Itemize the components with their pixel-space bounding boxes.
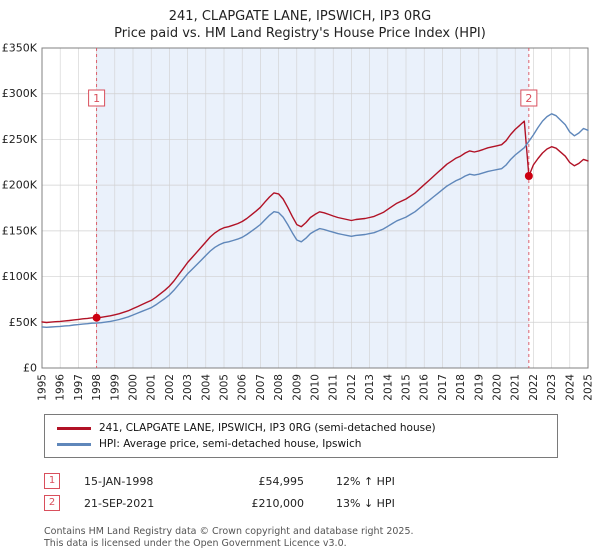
x-tick-label: 2021 [510, 374, 522, 401]
sale-marker-label: 2 [525, 92, 532, 105]
legend-item-hpi: HPI: Average price, semi-detached house,… [53, 436, 549, 452]
attribution-line-2: This data is licensed under the Open Gov… [44, 538, 347, 549]
x-tick-label: 2010 [310, 374, 322, 401]
legend-item-property: 241, CLAPGATE LANE, IPSWICH, IP3 0RG (se… [53, 420, 549, 436]
hpi-line-swatch [57, 442, 91, 446]
sale-1-price: £54,995 [258, 474, 305, 488]
sale-point-dot [92, 313, 101, 322]
x-tick-label: 2006 [237, 374, 249, 401]
legend-label-hpi: HPI: Average price, semi-detached house,… [99, 438, 362, 450]
hpi-line [41, 113, 589, 328]
y-tick-label: £100K [2, 270, 38, 283]
x-tick-label: 2020 [492, 374, 504, 401]
x-tick-label: 2005 [219, 374, 231, 401]
attribution-line-1: Contains HM Land Registry data © Crown c… [44, 526, 414, 537]
chart-legend: 241, CLAPGATE LANE, IPSWICH, IP3 0RG (se… [44, 414, 558, 458]
legend-label-property: 241, CLAPGATE LANE, IPSWICH, IP3 0RG (se… [99, 422, 436, 434]
y-tick-label: £0 [23, 362, 37, 375]
y-tick-label: £200K [2, 179, 38, 192]
x-tick-label: 2023 [546, 374, 558, 401]
y-tick-label: £250K [2, 133, 38, 146]
sale-row-2: 2 21-SEP-2021 £210,000 13% ↓ HPI [44, 492, 600, 514]
sale-row-1: 1 15-JAN-1998 £54,995 12% ↑ HPI [44, 470, 600, 492]
x-tick-label: 1995 [37, 374, 49, 401]
ownership-period-shade [96, 48, 529, 368]
sales-table: 1 15-JAN-1998 £54,995 12% ↑ HPI 2 21-SEP… [44, 470, 600, 514]
x-tick-label: 2013 [364, 374, 376, 401]
y-tick-label: £50K [9, 316, 38, 329]
sale-marker-box [520, 89, 538, 107]
x-tick-label: 1999 [109, 374, 121, 401]
x-tick-label: 2016 [419, 374, 431, 401]
x-tick-label: 2007 [255, 374, 267, 401]
x-tick-label: 1998 [91, 374, 103, 401]
property-price-line [41, 120, 589, 324]
sale-point-dot [524, 172, 533, 180]
x-tick-label: 2004 [200, 374, 212, 401]
x-tick-label: 2015 [401, 374, 413, 401]
sale-1-marker-number: 1 [44, 473, 60, 489]
x-tick-label: 1997 [73, 374, 85, 401]
sale-1-date: 15-JAN-1998 [84, 474, 154, 488]
x-tick-label: 2018 [455, 374, 467, 401]
chart-subtitle: Price paid vs. HM Land Registry's House … [114, 26, 486, 41]
sale-marker-label: 1 [93, 92, 100, 105]
x-tick-label: 1996 [55, 374, 67, 401]
x-tick-label: 2000 [128, 374, 140, 401]
sale-2-price: £210,000 [251, 496, 305, 510]
x-tick-label: 2022 [528, 374, 540, 401]
x-tick-label: 2003 [182, 374, 194, 401]
x-tick-label: 2025 [583, 374, 595, 401]
y-tick-label: £350K [2, 42, 38, 55]
y-tick-label: £150K [2, 224, 38, 237]
property-line-swatch [57, 426, 91, 430]
chart-title-address: 241, CLAPGATE LANE, IPSWICH, IP3 0RG [168, 9, 432, 24]
x-tick-label: 2019 [473, 374, 485, 401]
sale-2-marker-number: 2 [44, 495, 60, 511]
x-tick-label: 2002 [164, 374, 176, 401]
x-tick-label: 2024 [564, 374, 576, 401]
x-tick-label: 2009 [291, 374, 303, 401]
y-tick-label: £300K [2, 87, 38, 100]
sale-2-date: 21-SEP-2021 [84, 496, 155, 510]
x-tick-label: 2012 [346, 374, 358, 401]
sale-marker-box [88, 89, 106, 107]
attribution: Contains HM Land Registry data © Crown c… [44, 526, 600, 550]
x-tick-label: 2011 [328, 374, 340, 401]
sale-1-hpi-delta: 12% ↑ HPI [336, 474, 395, 488]
x-tick-label: 2017 [437, 374, 449, 401]
x-tick-label: 2001 [146, 374, 158, 401]
x-tick-label: 2008 [273, 374, 285, 401]
sale-2-hpi-delta: 13% ↓ HPI [336, 496, 395, 510]
x-tick-label: 2014 [382, 374, 394, 401]
price-history-chart: £0 £50K £100K £150K £200K £250K £300K £350K 1995… [2, 42, 595, 401]
chart-header: 241, CLAPGATE LANE, IPSWICH, IP3 0RG Pri… [0, 0, 600, 42]
plot-border [41, 47, 589, 369]
